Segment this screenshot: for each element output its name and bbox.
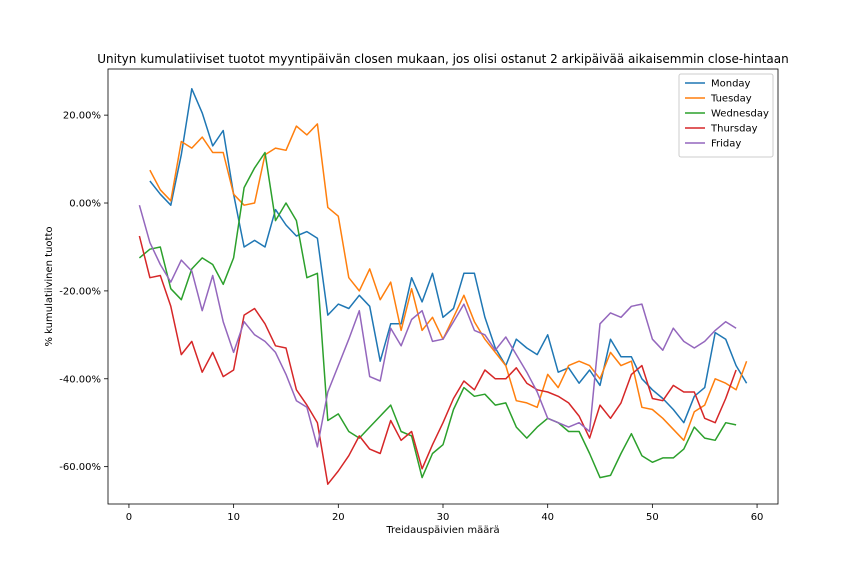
legend: Monday Tuesday Wednesday Thursday Friday (678, 73, 774, 158)
x-tick-label: 20 (332, 512, 345, 523)
series-line-friday (138, 204, 737, 448)
series-line-monday (149, 88, 748, 424)
legend-label-tuesday: Tuesday (710, 94, 752, 105)
plot-area (138, 88, 748, 485)
x-axis: 0 10 20 30 40 50 60 (126, 504, 764, 523)
y-tick-label: -40.00% (59, 374, 101, 385)
y-axis-label: % kumulatiivinen tuotto (44, 226, 55, 346)
x-tick-label: 60 (751, 512, 764, 523)
series-line-thursday (138, 235, 737, 485)
legend-label-monday: Monday (711, 79, 751, 90)
legend-label-thursday: Thursday (710, 124, 758, 135)
x-tick-label: 10 (227, 512, 240, 523)
x-tick-label: 50 (646, 512, 659, 523)
series-line-wednesday (138, 151, 737, 479)
legend-label-wednesday: Wednesday (711, 109, 769, 120)
x-tick-label: 30 (437, 512, 450, 523)
y-tick-label: -20.00% (59, 286, 101, 297)
legend-box (678, 73, 774, 158)
y-tick-label: 20.00% (63, 111, 101, 122)
x-tick-label: 0 (126, 512, 132, 523)
series-line-tuesday (149, 123, 748, 442)
legend-label-friday: Friday (711, 139, 741, 150)
y-axis: 20.00% 0.00% -20.00% -40.00% -60.00% (59, 111, 108, 473)
chart-title: Unityn kumulatiiviset tuotot myyntipäivä… (97, 52, 788, 66)
x-tick-label: 40 (541, 512, 554, 523)
y-tick-label: 0.00% (69, 199, 101, 210)
x-axis-label: Treidauspäivien määrä (385, 525, 499, 536)
y-tick-label: -60.00% (59, 462, 101, 473)
